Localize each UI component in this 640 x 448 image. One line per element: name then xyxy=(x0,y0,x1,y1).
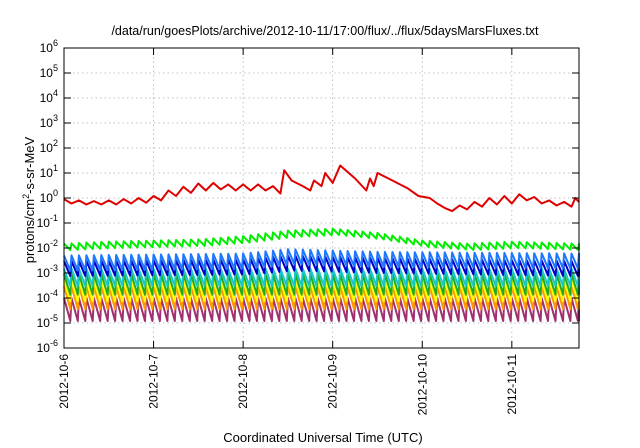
series-line xyxy=(63,248,580,272)
y-tick-label: 106 xyxy=(40,38,58,55)
y-tick-label: 10-6 xyxy=(37,338,58,355)
y-tick-label: 104 xyxy=(40,88,58,105)
x-tick-label: 2012-10-6 xyxy=(57,354,71,409)
y-tick-labels: 10-6 10-5 10-4 10-3 10-2 10-1 100 101 102 103 104 1… xyxy=(37,38,58,355)
series-line xyxy=(63,164,580,213)
chart-title: /data/run/goesPlots/archive/2012-10-11/1… xyxy=(111,24,539,38)
x-axis-label: Coordinated Universal Time (UTC) xyxy=(223,430,422,445)
y-tick-label: 10-3 xyxy=(37,263,58,280)
y-tick-label: 10-1 xyxy=(37,213,58,230)
x-tick-label: 2012-10-7 xyxy=(147,354,161,409)
y-tick-label: 10-5 xyxy=(37,313,58,330)
x-tick-label: 2012-10-9 xyxy=(326,354,340,409)
x-tick-label: 2012-10-8 xyxy=(236,354,250,409)
y-tick-label: 100 xyxy=(40,188,58,205)
y-tick-label: 10-4 xyxy=(37,288,58,305)
axis-ticks xyxy=(63,47,579,349)
y-tick-label: 10-2 xyxy=(37,238,58,255)
x-tick-label: 2012-10-11 xyxy=(505,354,519,415)
y-tick-label: 105 xyxy=(40,63,58,80)
x-tick-labels: 2012-10-6 2012-10-7 2012-10-8 2012-10-9 2012… xyxy=(57,354,519,416)
y-tick-label: 102 xyxy=(40,138,58,155)
x-tick-label: 2012-10-10 xyxy=(415,354,429,416)
series-line xyxy=(63,227,580,252)
series-group xyxy=(63,164,580,322)
y-axis-label: protons/cm2-s-sr-MeV xyxy=(21,136,37,263)
y-tick-label: 103 xyxy=(40,113,58,130)
y-tick-label: 101 xyxy=(40,163,58,180)
